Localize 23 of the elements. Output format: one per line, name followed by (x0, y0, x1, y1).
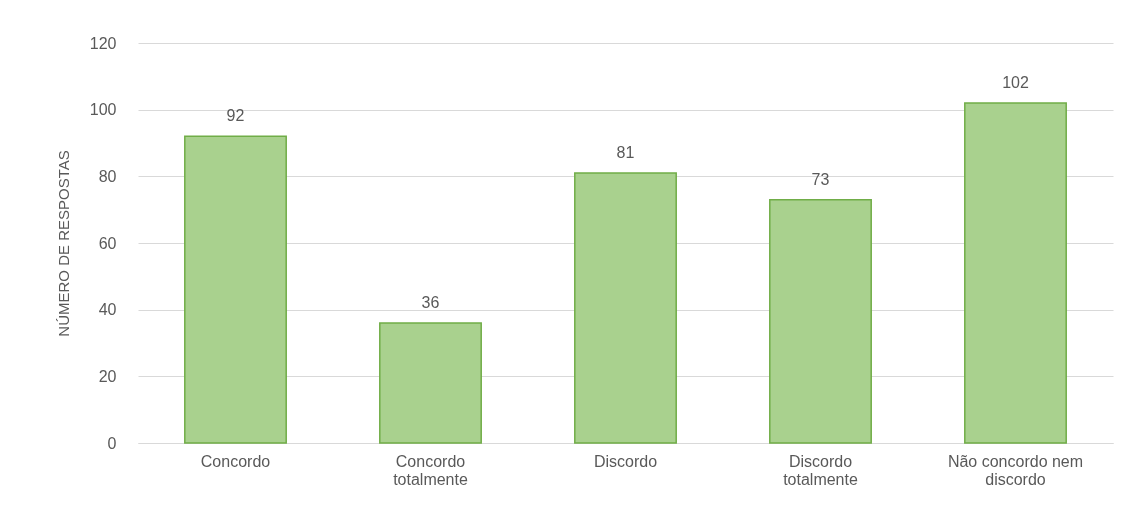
y-tick-label: 20 (98, 367, 117, 385)
y-tick-label: 120 (89, 34, 117, 52)
y-tick-label: 0 (107, 434, 117, 452)
y-tick-label: 40 (98, 301, 117, 319)
data-label: 102 (1002, 74, 1029, 91)
x-tick-label: Concordo (200, 452, 271, 470)
bar (769, 198, 872, 444)
data-label: 81 (616, 144, 635, 161)
y-axis-title: NÚMERO DE RESPOSTAS (54, 150, 72, 337)
data-label: 36 (421, 294, 440, 311)
y-tick-label: 60 (98, 234, 117, 252)
x-tick-label: Concordo totalmente (393, 452, 468, 488)
x-tick-label: Não concordo nem discordo (947, 452, 1084, 488)
x-tick-label: Discordo (593, 452, 658, 470)
data-label: 92 (226, 107, 245, 125)
x-tick-label: Discordo totalmente (783, 452, 858, 488)
bar (964, 102, 1067, 444)
bar (379, 322, 482, 444)
y-tick-label: 80 (98, 167, 117, 185)
bar (574, 172, 677, 444)
data-label: 73 (811, 170, 830, 188)
y-tick-label: 100 (89, 101, 117, 119)
bar (184, 135, 287, 444)
